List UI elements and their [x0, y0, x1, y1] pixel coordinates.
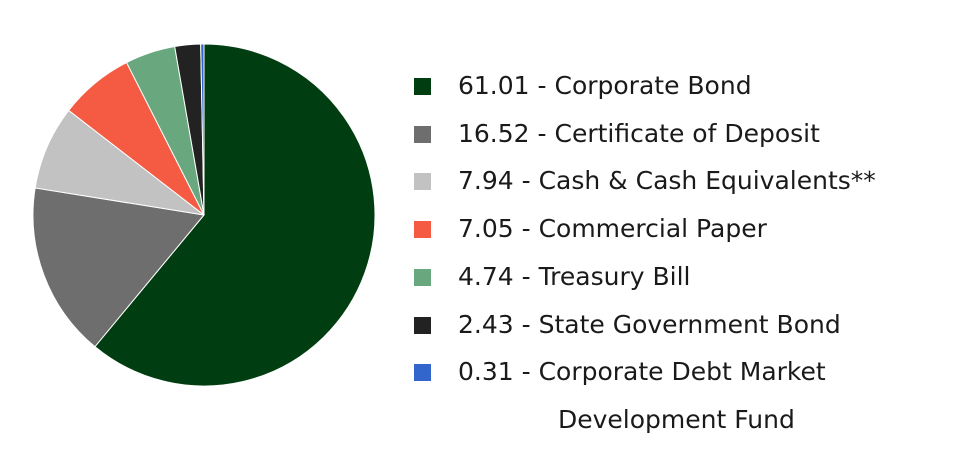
- legend-item: 7.94 - Cash & Cash Equivalents**: [414, 157, 970, 205]
- pie-slice: [200, 43, 205, 216]
- legend-swatch: [414, 221, 431, 239]
- legend-label: 7.94 - Cash & Cash Equivalents**: [458, 166, 876, 196]
- pie-slice: [94, 43, 376, 387]
- legend-item: 16.52 - Certificate of Deposit: [414, 110, 970, 158]
- legend-label: 4.74 - Treasury Bill: [458, 261, 691, 291]
- legend-item: 61.01 - Corporate Bond: [414, 62, 970, 110]
- legend-item: 0.31 - Corporate Debt Market Development…: [414, 348, 970, 443]
- legend-swatch: [414, 268, 431, 286]
- legend-item: 2.43 - State Government Bond: [414, 301, 970, 349]
- pie-chart: [32, 43, 376, 387]
- legend-swatch: [414, 125, 431, 143]
- legend-swatch: [414, 316, 431, 334]
- legend-label: 2.43 - State Government Bond: [458, 309, 841, 339]
- legend: 61.01 - Corporate Bond 16.52 - Certificat…: [414, 62, 970, 444]
- legend-swatch: [414, 173, 431, 191]
- legend-swatch: [414, 364, 431, 382]
- legend-item: 7.05 - Commercial Paper: [414, 205, 970, 253]
- legend-swatch: [414, 78, 431, 95]
- legend-label: 16.52 - Certificate of Deposit: [458, 118, 820, 148]
- pie-slice: [32, 187, 205, 348]
- legend-item: 4.74 - Treasury Bill: [414, 253, 970, 301]
- legend-label: 7.05 - Commercial Paper: [458, 214, 767, 244]
- legend-label: 0.31 - Corporate Debt Market Development…: [458, 357, 826, 434]
- legend-label: 61.01 - Corporate Bond: [458, 71, 752, 100]
